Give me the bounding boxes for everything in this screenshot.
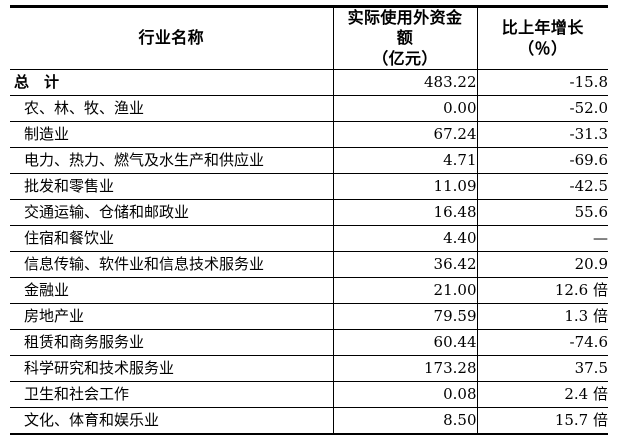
table-row: 信息传输、软件业和信息技术服务业 36.42 20.9 — [10, 251, 608, 279]
stats-table-container: 行业名称 实际使用外资金额 （亿元） 比上年增长 （％） 总 计 483.22 -1… — [10, 4, 608, 435]
foreign-investment-by-industry-table: 行业名称 实际使用外资金额 （亿元） 比上年增长 （％） 总 计 483.22 -1… — [10, 4, 608, 435]
cell-growth-over-last-year: -42.5 — [477, 173, 608, 201]
column-header-growth-over-last-year: 比上年增长 （％） — [477, 4, 608, 71]
table-row: 房地产业 79.59 1.3 倍 — [10, 303, 608, 331]
cell-actual-foreign-investment: 8.50 — [333, 407, 478, 435]
cell-industry-name: 房地产业 — [10, 303, 334, 331]
table-row: 住宿和餐饮业 4.40— — [10, 225, 608, 253]
cell-industry-name: 信息传输、软件业和信息技术服务业 — [10, 251, 334, 279]
table-header-row: 行业名称 实际使用外资金额 （亿元） 比上年增长 （％） — [10, 4, 608, 71]
cell-actual-foreign-investment: 0.00 — [333, 95, 478, 123]
cell-industry-name: 制造业 — [10, 121, 334, 149]
cell-actual-foreign-investment: 4.71 — [333, 147, 478, 175]
cell-growth-over-last-year: 55.6 — [477, 199, 608, 227]
industry-name-label: 金融业 — [24, 281, 70, 300]
cell-actual-foreign-investment: 16.48 — [333, 199, 478, 227]
cell-actual-foreign-investment: 79.59 — [333, 303, 478, 331]
table-row: 交通运输、仓储和邮政业 16.48 55.6 — [10, 199, 608, 227]
cell-actual-foreign-investment: 21.00 — [333, 277, 478, 305]
cell-actual-foreign-investment: 0.08 — [333, 381, 478, 409]
cell-growth-over-last-year: 37.5 — [477, 355, 608, 383]
cell-actual-foreign-investment: 483.22 — [333, 69, 478, 97]
cell-growth-over-last-year: -52.0 — [477, 95, 608, 123]
table-row: 租赁和商务服务业 60.44 -74.6 — [10, 329, 608, 357]
industry-name-label: 住宿和餐饮业 — [24, 229, 115, 248]
industry-name-label: 租赁和商务服务业 — [24, 333, 145, 352]
cell-industry-name: 电力、热力、燃气及水生产和供应业 — [10, 147, 334, 175]
industry-name-label: 卫生和社会工作 — [24, 385, 130, 404]
table-row: 金融业 21.00 12.6 倍 — [10, 277, 608, 305]
cell-growth-over-last-year: -31.3 — [477, 121, 608, 149]
table-body: 总 计 483.22 -15.8 农、林、牧、渔业 0.00 -52.0 制造业 67.24-… — [10, 69, 608, 435]
cell-actual-foreign-investment: 11.09 — [333, 173, 478, 201]
table-row: 卫生和社会工作 0.08 2.4 倍 — [10, 381, 608, 409]
cell-industry-name: 批发和零售业 — [10, 173, 334, 201]
industry-name-label: 制造业 — [24, 125, 70, 144]
column-header-industry-name: 行业名称 — [10, 4, 334, 71]
cell-growth-over-last-year: 12.6 倍 — [477, 277, 608, 305]
industry-name-label: 批发和零售业 — [24, 177, 115, 196]
cell-growth-over-last-year: -74.6 — [477, 329, 608, 357]
industry-name-label: 科学研究和技术服务业 — [24, 359, 175, 378]
cell-industry-name: 卫生和社会工作 — [10, 381, 334, 409]
industry-name-label: 总 计 — [14, 73, 60, 92]
cell-growth-over-last-year: -15.8 — [477, 69, 608, 97]
cell-growth-over-last-year: 15.7 倍 — [477, 407, 608, 435]
table-row: 总 计 483.22 -15.8 — [10, 69, 608, 97]
industry-name-label: 信息传输、软件业和信息技术服务业 — [24, 255, 265, 274]
table-row: 农、林、牧、渔业 0.00 -52.0 — [10, 95, 608, 123]
industry-name-label: 文化、体育和娱乐业 — [24, 411, 160, 430]
cell-growth-over-last-year: — — [477, 225, 608, 253]
cell-actual-foreign-investment: 60.44 — [333, 329, 478, 357]
cell-growth-over-last-year: -69.6 — [477, 147, 608, 175]
column-header-actual-foreign-investment-line1: 实际使用外资金额 — [347, 8, 463, 48]
industry-name-label: 电力、热力、燃气及水生产和供应业 — [24, 151, 265, 170]
cell-actual-foreign-investment: 173.28 — [333, 355, 478, 383]
cell-industry-name: 文化、体育和娱乐业 — [10, 407, 334, 435]
table-row: 科学研究和技术服务业 173.28 37.5 — [10, 355, 608, 383]
cell-growth-over-last-year: 20.9 — [477, 251, 608, 279]
cell-industry-name: 租赁和商务服务业 — [10, 329, 334, 357]
cell-industry-name: 科学研究和技术服务业 — [10, 355, 334, 383]
column-header-growth-over-last-year-line1: 比上年增长 — [501, 18, 584, 38]
industry-name-label: 交通运输、仓储和邮政业 — [24, 203, 190, 222]
cell-actual-foreign-investment: 36.42 — [333, 251, 478, 279]
industry-name-label: 房地产业 — [24, 307, 85, 326]
column-header-actual-foreign-investment-unit: （亿元） — [372, 48, 438, 68]
cell-industry-name: 总 计 — [10, 69, 334, 97]
column-header-industry-name-line1: 行业名称 — [138, 28, 205, 48]
industry-name-label: 农、林、牧、渔业 — [24, 99, 145, 118]
table-row: 电力、热力、燃气及水生产和供应业 4.71 -69.6 — [10, 147, 608, 175]
cell-actual-foreign-investment: 67.24 — [333, 121, 478, 149]
table-header: 行业名称 实际使用外资金额 （亿元） 比上年增长 （％） — [10, 4, 608, 71]
cell-growth-over-last-year: 1.3 倍 — [477, 303, 608, 331]
table-row: 批发和零售业 11.09 -42.5 — [10, 173, 608, 201]
cell-industry-name: 金融业 — [10, 277, 334, 305]
cell-industry-name: 农、林、牧、渔业 — [10, 95, 334, 123]
column-header-growth-over-last-year-unit: （％） — [518, 38, 568, 58]
table-row: 制造业 67.24 -31.3 — [10, 121, 608, 149]
column-header-actual-foreign-investment: 实际使用外资金额 （亿元） — [333, 4, 478, 71]
cell-industry-name: 交通运输、仓储和邮政业 — [10, 199, 334, 227]
cell-actual-foreign-investment: 4.40 — [333, 225, 478, 253]
table-row: 文化、体育和娱乐业 8.50 15.7 倍 — [10, 407, 608, 435]
cell-growth-over-last-year: 2.4 倍 — [477, 381, 608, 409]
cell-industry-name: 住宿和餐饮业 — [10, 225, 334, 253]
